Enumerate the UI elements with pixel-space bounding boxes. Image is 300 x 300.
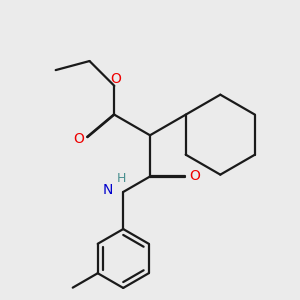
Text: N: N xyxy=(103,184,113,197)
Text: O: O xyxy=(190,169,200,184)
Text: O: O xyxy=(73,132,84,146)
Text: O: O xyxy=(110,72,121,86)
Text: H: H xyxy=(117,172,126,185)
